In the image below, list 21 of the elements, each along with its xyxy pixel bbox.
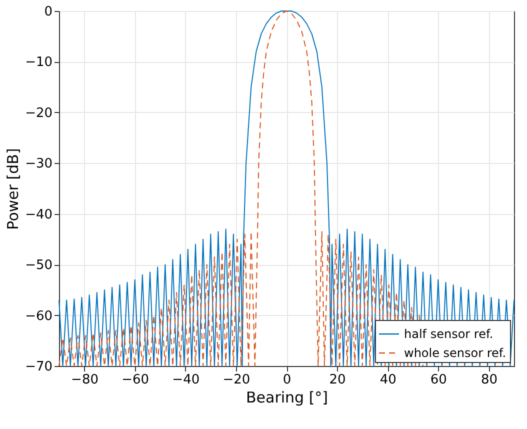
x-tick-label: −60	[122, 372, 150, 388]
y-axis-title: Power [dB]	[4, 148, 22, 230]
y-tick-label: −70	[25, 360, 52, 374]
x-tick-label: −20	[222, 372, 250, 388]
y-tick-label: −50	[25, 258, 52, 274]
x-tick-label: 60	[430, 372, 447, 388]
x-tick-label: −40	[172, 372, 200, 388]
x-tick-label: 40	[380, 372, 396, 388]
legend-label: whole sensor ref.	[404, 346, 506, 360]
x-tick-label: 80	[480, 372, 498, 388]
y-tick-label: −60	[25, 308, 52, 324]
y-tick-label: 0	[44, 4, 52, 20]
y-tick-label: −30	[25, 156, 52, 172]
x-tick-label: −80	[71, 372, 98, 388]
x-tick-label: 0	[282, 372, 292, 388]
y-tick-label: −20	[25, 106, 52, 121]
legend-label: half sensor ref.	[404, 327, 494, 341]
y-tick-label: −10	[25, 55, 52, 70]
x-axis-title: Bearing [°]	[246, 388, 328, 406]
y-tick-label: −40	[25, 207, 52, 222]
x-tick-label: 20	[329, 372, 346, 388]
